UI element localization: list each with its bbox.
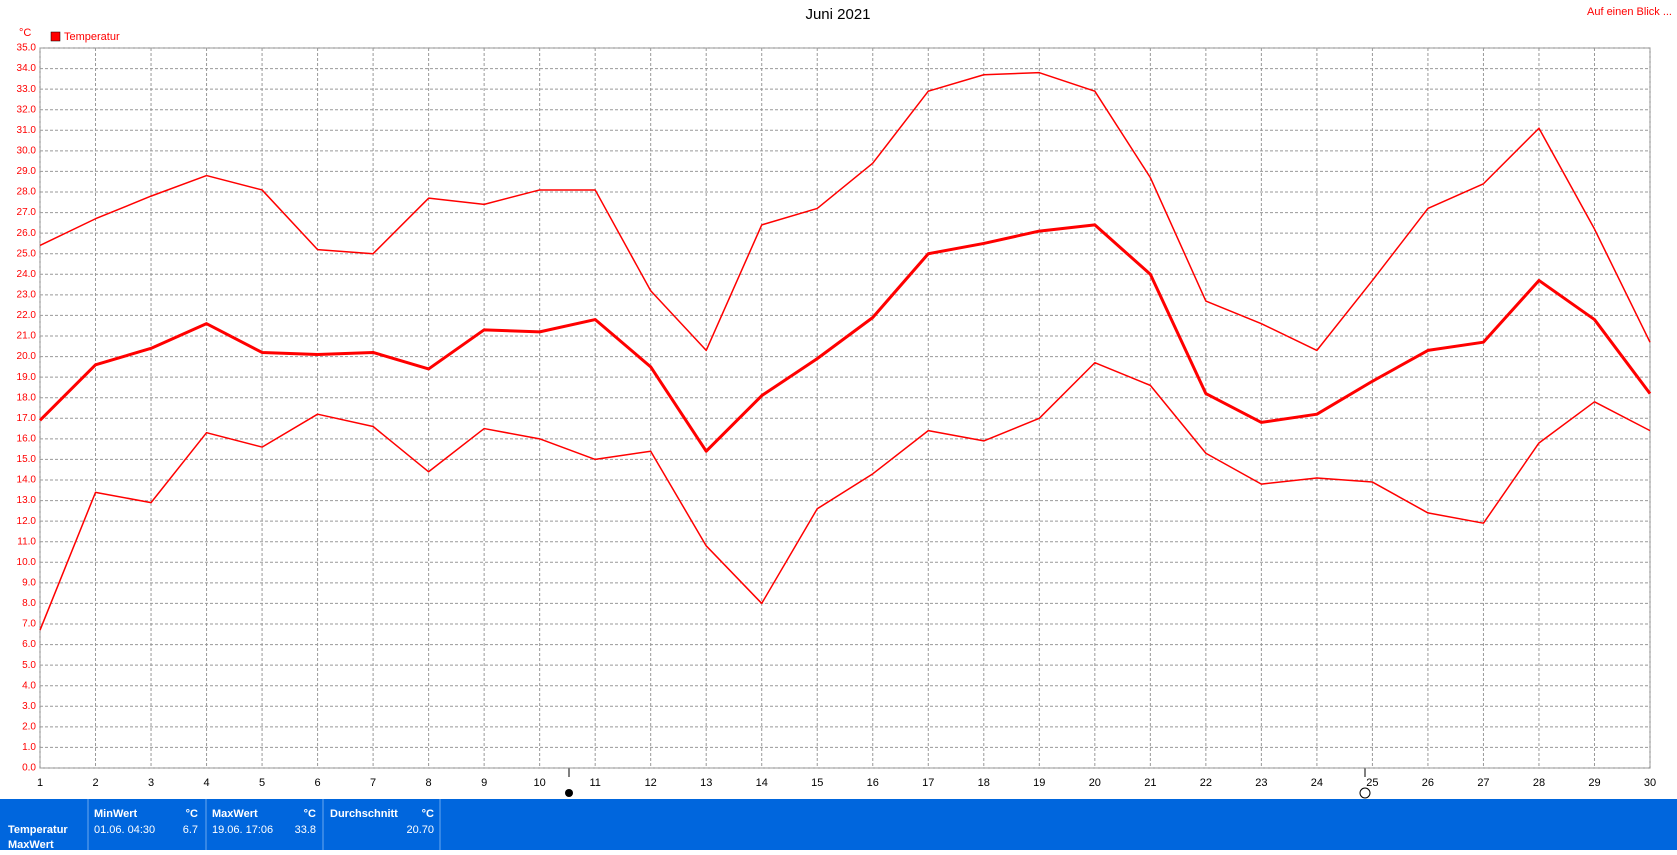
- x-tick-label: 28: [1533, 777, 1545, 789]
- x-tick-label: 2: [92, 777, 98, 789]
- y-tick-label: 24.0: [17, 269, 37, 280]
- y-tick-label: 30.0: [17, 145, 37, 156]
- y-tick-label: 33.0: [17, 84, 37, 95]
- legend-swatch: [50, 31, 61, 42]
- y-tick-label: 15.0: [17, 454, 37, 465]
- y-tick-label: 16.0: [17, 433, 37, 444]
- x-tick-label: 13: [700, 777, 712, 789]
- y-tick-label: 13.0: [17, 495, 37, 506]
- y-tick-label: 17.0: [17, 413, 37, 424]
- line: [39, 71, 1651, 352]
- y-tick-label: 22.0: [17, 310, 37, 321]
- link[interactable]: Auf einen Blick ...: [1587, 6, 1672, 18]
- x-tick-label: 18: [978, 777, 990, 789]
- x-tick-label: 24: [1311, 777, 1323, 789]
- x-tick-label: 23: [1255, 777, 1267, 789]
- y-tick-label: 12.0: [17, 516, 37, 527]
- x-tick-label: 14: [756, 777, 768, 789]
- x-tick-label: 26: [1422, 777, 1434, 789]
- y-tick-label: 1.0: [22, 742, 36, 753]
- y-tick-label: 20.0: [17, 351, 37, 362]
- x-tick-label: 30: [1644, 777, 1656, 789]
- y-tick-label: 32.0: [17, 104, 37, 115]
- y-tick-label: 6.0: [22, 639, 36, 650]
- row-label: MaxWert: [8, 839, 54, 850]
- y-tick-label: 3.0: [22, 701, 36, 712]
- cell: 6.7: [183, 824, 198, 836]
- y-tick-label: 2.0: [22, 721, 36, 732]
- header: MaxWert: [212, 808, 258, 820]
- y-tick-label: 5.0: [22, 660, 36, 671]
- x-tick-label: 17: [922, 777, 934, 789]
- header: °C: [422, 808, 434, 820]
- y-tick-label: 11.0: [17, 536, 36, 547]
- marker: [1359, 787, 1371, 799]
- y-tick-label: 14.0: [17, 475, 37, 486]
- line: [39, 361, 1651, 631]
- x-tick-label: 15: [811, 777, 823, 789]
- cell: 20.70: [406, 824, 434, 836]
- x-tick-label: 4: [203, 777, 209, 789]
- y-tick-label: 34.0: [17, 63, 37, 74]
- legend-label: Temperatur: [64, 31, 120, 43]
- x-tick-label: 11: [589, 777, 600, 789]
- y-tick-label: 21.0: [17, 331, 37, 342]
- x-tick-label: 29: [1588, 777, 1600, 789]
- x-tick-label: 5: [259, 777, 265, 789]
- x-tick-label: 7: [370, 777, 376, 789]
- y-tick-label: 4.0: [22, 680, 36, 691]
- y-tick-label: 18.0: [17, 392, 37, 403]
- y-tick-label: 8.0: [22, 598, 36, 609]
- x-tick-label: 9: [481, 777, 487, 789]
- header: MinWert: [94, 808, 138, 820]
- y-tick-label: 10.0: [17, 557, 37, 568]
- y-tick-label: 35.0: [17, 43, 37, 54]
- x-tick-label: 20: [1089, 777, 1101, 789]
- y-tick-label: 0.0: [22, 763, 36, 774]
- x-tick-label: 1: [37, 777, 43, 789]
- y-tick-label: 31.0: [17, 125, 37, 136]
- row-label: Temperatur: [8, 824, 68, 836]
- x-tick-label: 12: [645, 777, 657, 789]
- x-tick-label: 8: [426, 777, 432, 789]
- y-tick-label: 25.0: [17, 248, 37, 259]
- x-tick-label: 10: [534, 777, 546, 789]
- y-tick-label: 29.0: [17, 166, 37, 177]
- summary-panel: [0, 799, 1677, 850]
- line: [38, 223, 1652, 453]
- x-tick-label: 16: [867, 777, 879, 789]
- y-tick-label: 7.0: [22, 619, 36, 630]
- x-tick-label: 6: [315, 777, 321, 789]
- y-tick-label: 9.0: [22, 577, 36, 588]
- chart-title: Juni 2021: [805, 6, 870, 23]
- y-tick-label: 23.0: [17, 289, 37, 300]
- cell: 01.06. 04:30: [94, 824, 155, 836]
- x-tick-label: 22: [1200, 777, 1212, 789]
- x-tick-label: 19: [1033, 777, 1045, 789]
- x-tick-label: 21: [1144, 777, 1156, 789]
- header: °C: [186, 808, 198, 820]
- plot-area: [39, 47, 1651, 769]
- cell: 33.8: [295, 824, 316, 836]
- y-tick-label: 19.0: [17, 372, 37, 383]
- y-unit: °C: [19, 27, 31, 39]
- y-tick-label: 26.0: [17, 228, 37, 239]
- y-tick-label: 27.0: [17, 207, 37, 218]
- x-tick-label: 25: [1366, 777, 1378, 789]
- x-tick-label: 27: [1477, 777, 1489, 789]
- x-tick-label: 3: [148, 777, 154, 789]
- header: Durchschnitt: [330, 808, 398, 820]
- cell: 19.06. 17:06: [212, 824, 273, 836]
- marker: [565, 789, 573, 797]
- header: °C: [304, 808, 316, 820]
- y-tick-label: 28.0: [17, 187, 37, 198]
